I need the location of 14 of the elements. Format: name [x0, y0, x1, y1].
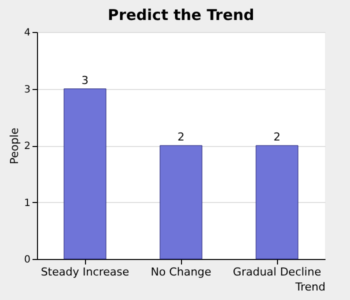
- data-label: 3: [82, 74, 88, 87]
- x-tick-label: Steady Increase: [40, 266, 130, 278]
- y-tick-label: 0: [24, 254, 30, 266]
- y-tick-label: 4: [24, 28, 30, 38]
- y-axis-title: People: [8, 127, 22, 164]
- data-label: 2: [274, 130, 280, 144]
- x-axis-title: Trend: [294, 280, 326, 294]
- x-tick-label: Gradual Decline: [232, 266, 322, 278]
- data-label: 2: [178, 130, 184, 144]
- chart-title: Predict the Trend: [108, 6, 254, 24]
- y-tick-label: 3: [24, 84, 30, 96]
- x-tick-label: No Change: [150, 266, 212, 278]
- y-tick-label: 2: [24, 141, 30, 152]
- y-tick-label: 1: [24, 198, 30, 209]
